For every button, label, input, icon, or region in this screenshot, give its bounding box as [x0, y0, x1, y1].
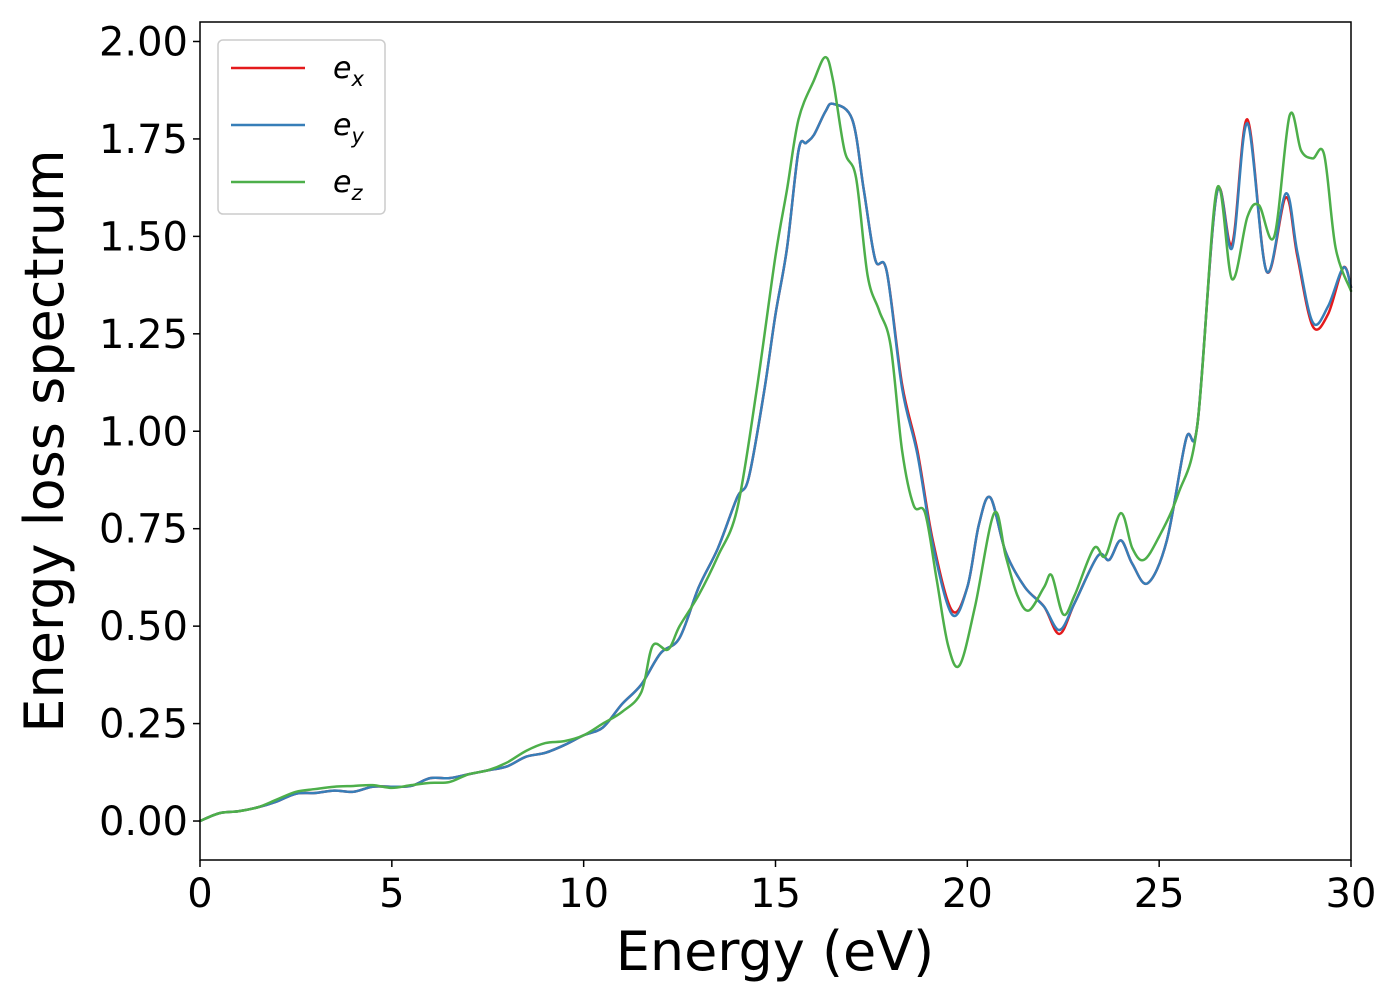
y-tick-label: 1.25	[99, 312, 188, 358]
y-tick-label: 1.00	[99, 409, 188, 455]
x-tick-label: 30	[1326, 871, 1377, 917]
y-tick-label: 0.00	[99, 799, 188, 845]
y-tick-label: 0.25	[99, 702, 188, 748]
legend-label-y: ey	[333, 108, 364, 148]
y-axis-title: Energy loss spectrum	[13, 149, 76, 732]
plot-background	[200, 22, 1351, 860]
x-tick-label: 15	[750, 871, 801, 917]
x-axis: 0 5 10 15 20 25 30	[187, 860, 1376, 917]
x-axis-title: Energy (eV)	[616, 920, 935, 983]
legend-label-z: ez	[333, 165, 363, 205]
y-tick-label: 0.75	[99, 507, 188, 553]
x-tick-label: 5	[379, 871, 404, 917]
series-layer	[198, 55, 1353, 823]
legend-label-x: ex	[333, 51, 364, 91]
y-tick-label: 2.00	[99, 19, 188, 65]
x-tick-label: 0	[187, 871, 212, 917]
series-line-z	[198, 55, 1353, 823]
legend-box	[217, 39, 386, 215]
x-tick-label: 20	[942, 871, 993, 917]
x-tick-label: 25	[1134, 871, 1185, 917]
y-tick-label: 0.50	[99, 604, 188, 650]
x-tick-label: 10	[558, 871, 609, 917]
y-tick-label: 1.50	[99, 214, 188, 260]
y-axis: 0.00 0.25 0.50 0.75 1.00 1.25 1.50 1.75 2.00	[99, 19, 200, 845]
legend: ex ey ez	[217, 39, 386, 215]
y-tick-label: 1.75	[99, 117, 188, 163]
